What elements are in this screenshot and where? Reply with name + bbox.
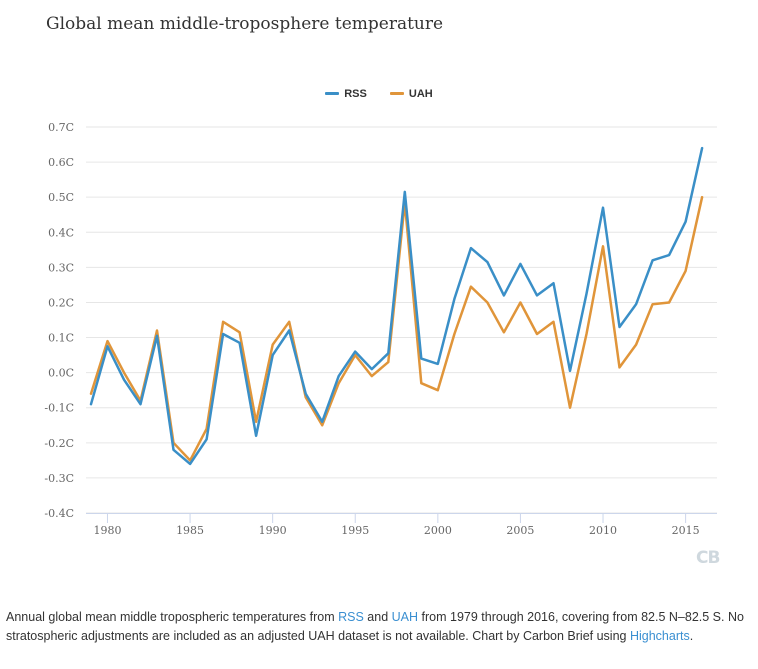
caption-text-2: and	[363, 610, 392, 624]
x-tick-label: 2010	[589, 524, 617, 537]
legend-label-uah: UAH	[408, 87, 433, 100]
series-line-uah	[89, 195, 704, 462]
y-tick-label: -0.2C	[44, 437, 74, 450]
caption-text-1: Annual global mean middle tropospheric t…	[6, 610, 339, 624]
x-tick-label: 1990	[259, 524, 287, 537]
highcharts-link[interactable]: Highcharts	[629, 629, 690, 643]
carbon-brief-logo: CB	[696, 548, 720, 568]
chart-title: Global mean middle-troposphere temperatu…	[46, 14, 444, 34]
legend: RSS UAH	[0, 86, 758, 100]
y-tick-label: -0.1C	[44, 402, 74, 415]
y-tick-label: 0.3C	[48, 261, 74, 274]
x-tick-label: 2015	[672, 524, 700, 537]
y-tick-label: 0.5C	[48, 191, 74, 204]
legend-label-rss: RSS	[344, 87, 367, 100]
uah-link[interactable]: UAH	[391, 610, 419, 624]
caption-text-4: .	[689, 629, 694, 643]
y-tick-label: 0.1C	[48, 332, 74, 345]
caption-text-3: from 1979 through 2016, covering from 82…	[6, 610, 744, 643]
x-tick-label: 1995	[341, 524, 369, 537]
chart-caption: Annual global mean middle tropospheric t…	[6, 608, 754, 646]
line-chart: -0.4C -0.3C -0.2C -0.1C 0.0C 0.1C 0.2C 0.3C 0.4C…	[44, 121, 717, 537]
series-line-rss	[89, 146, 704, 466]
legend-item-uah[interactable]: UAH	[389, 87, 433, 100]
y-tick-label: -0.4C	[44, 507, 74, 520]
y-tick-label: 0.4C	[48, 226, 74, 239]
y-tick-label: -0.3C	[44, 472, 74, 485]
x-tick-label: 1985	[176, 524, 204, 537]
legend-swatch-uah	[389, 92, 404, 95]
x-tick-label: 1980	[93, 524, 121, 537]
y-tick-label: 0.6C	[48, 156, 74, 169]
y-tick-label: 0.7C	[48, 121, 74, 134]
legend-item-rss[interactable]: RSS	[325, 88, 367, 100]
y-tick-label: 0.2C	[48, 296, 74, 309]
rss-link[interactable]: RSS	[338, 610, 364, 624]
y-tick-label: 0.0C	[48, 367, 74, 380]
x-tick-label: 2000	[424, 524, 452, 537]
x-tick-label: 2005	[506, 524, 534, 537]
legend-swatch-rss	[325, 92, 340, 95]
